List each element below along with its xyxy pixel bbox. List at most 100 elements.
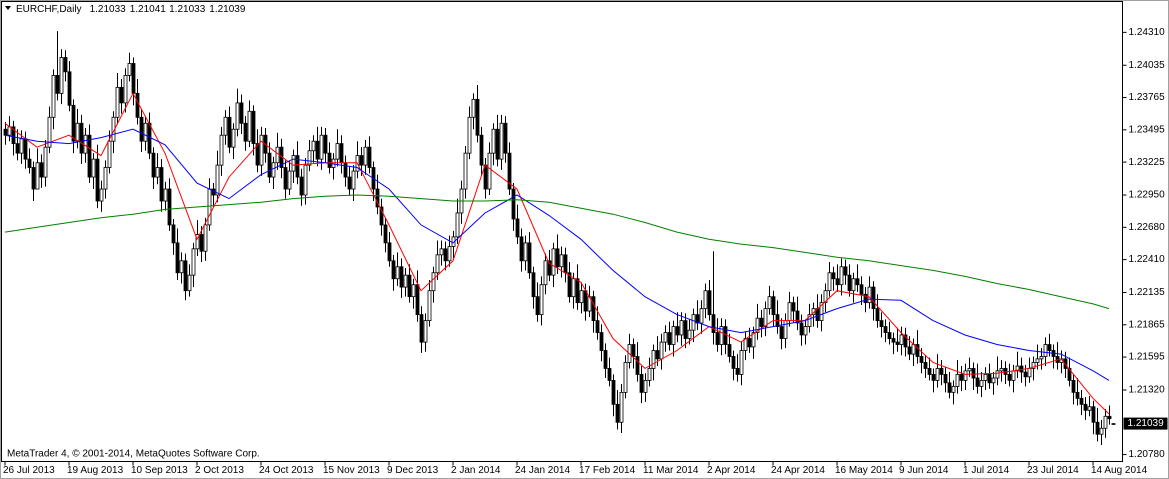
plot-frame [1, 1, 1123, 462]
candle-body [171, 224, 176, 244]
candle-body [471, 98, 476, 118]
candle-body [871, 286, 876, 310]
candle-body [935, 368, 940, 381]
candle-body [455, 212, 460, 238]
candle-body [731, 356, 736, 369]
candle-body [419, 314, 424, 343]
candle-body [475, 98, 480, 136]
candle-body [1011, 370, 1016, 381]
candle-body [55, 75, 60, 94]
candle-body [443, 248, 448, 262]
candle-body [611, 380, 616, 405]
candle-body [799, 322, 804, 336]
candle-body [639, 374, 644, 393]
candle-body [303, 164, 308, 196]
candle-body [1043, 344, 1048, 357]
candle-body [651, 350, 656, 369]
candle-body [447, 246, 452, 262]
candle-body [867, 286, 872, 304]
x-tick-label: 24 Oct 2013 [259, 465, 314, 476]
candle-body [687, 329, 692, 339]
candle-body [87, 134, 92, 178]
candle-body [619, 391, 624, 423]
candle-body [311, 140, 316, 152]
candle-body [219, 134, 224, 166]
candle-body [275, 146, 280, 164]
moving-average-line [4, 92, 1110, 415]
candle-body [883, 326, 888, 333]
x-tick-label: 11 Mar 2014 [643, 465, 699, 476]
candle-body [151, 152, 156, 178]
candle-body [603, 350, 608, 369]
candle-body [183, 260, 188, 292]
x-tick-label: 2 Apr 2014 [707, 465, 756, 476]
candle-body [951, 385, 956, 393]
candle-body [1111, 423, 1116, 425]
candle-body [463, 152, 468, 190]
header-value: 1.21041 [130, 4, 167, 15]
moving-average-line [4, 194, 1110, 310]
candle-body [223, 116, 228, 136]
menu-arrow[interactable] [5, 6, 11, 10]
candle-body [327, 152, 332, 168]
candle-body [923, 362, 928, 369]
candle-body [403, 274, 408, 288]
candle-body [1087, 406, 1092, 411]
candle-body [739, 350, 744, 375]
candle-body [367, 146, 372, 168]
candle-body [831, 272, 836, 280]
candle-body [887, 332, 892, 339]
x-tick-label: 14 Aug 2014 [1091, 465, 1148, 476]
candle-body [875, 308, 880, 322]
candle-body [103, 167, 108, 190]
y-tick-label: 1.21595 [1129, 352, 1166, 363]
candle-body [423, 320, 428, 343]
candle-body [155, 167, 160, 178]
candle-body [51, 75, 56, 118]
candle-body [695, 314, 700, 324]
candle-body [747, 338, 752, 348]
candle-body [787, 302, 792, 322]
candle-body [395, 266, 400, 280]
candle-body [375, 188, 380, 208]
candle-body [615, 403, 620, 423]
candle-body [579, 290, 584, 304]
candle-body [427, 290, 432, 322]
candle-body [491, 128, 496, 154]
candle-body [911, 344, 916, 355]
candle-body [207, 188, 212, 226]
candle-body [351, 170, 356, 190]
candle-body [855, 278, 860, 286]
candle-body [795, 310, 800, 324]
candle-body [771, 296, 776, 316]
candle-body [7, 126, 12, 136]
candle-body [647, 368, 652, 381]
candle-body [487, 152, 492, 190]
x-tick-label: 2 Jan 2014 [451, 465, 501, 476]
candle-body [939, 368, 944, 375]
candle-body [27, 158, 32, 168]
y-tick-label: 1.23495 [1129, 124, 1166, 135]
candle-body [527, 242, 532, 274]
x-tick-label: 9 Dec 2013 [387, 465, 439, 476]
candle-body [83, 134, 88, 154]
candle-body [251, 110, 256, 144]
candle-body [95, 158, 100, 202]
candle-body [467, 116, 472, 154]
candle-body [431, 272, 436, 292]
candle-body [1091, 406, 1096, 423]
candle-body [751, 332, 756, 348]
candle-body [3, 128, 8, 136]
candle-body [339, 143, 344, 164]
candle-body [107, 140, 112, 168]
candle-body [479, 134, 484, 166]
candle-body [663, 332, 668, 343]
candle-body [1015, 365, 1020, 372]
candle-body [515, 218, 520, 238]
candle-body [67, 71, 72, 106]
candle-body [267, 152, 272, 178]
candle-body [543, 260, 548, 286]
candle-body [571, 278, 576, 298]
